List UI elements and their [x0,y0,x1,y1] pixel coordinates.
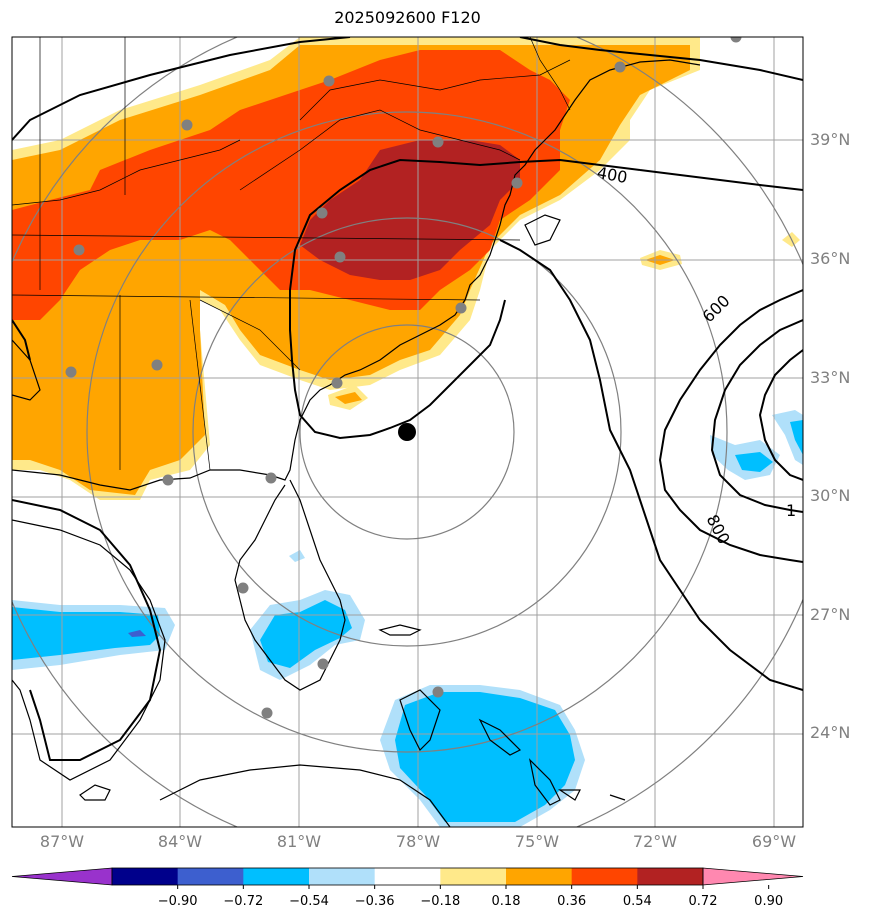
colorbar-segment [571,868,638,885]
station-marker [432,136,444,148]
contour-label-edge: 1 [786,501,796,520]
plot-title: 2025092600 F120 [334,8,481,27]
fill-small-orange-2 [335,392,362,404]
station-marker [455,302,467,314]
station-marker [511,177,523,189]
map-frame [11,36,804,828]
colorbar-tick-label: 0.72 [688,894,718,909]
fill-neg-0-36-bahamas [395,692,575,822]
lon-label-81w: 81°W [276,832,322,851]
negative-anomaly-shading [12,410,803,827]
lon-label-72w: 72°W [632,832,678,851]
lat-label-33n: 33°N [810,368,851,387]
lat-label-24n: 24°N [810,723,851,742]
colorbar-segment [637,868,704,885]
lat-label-27n: 27°N [810,605,851,624]
colorbar-tick-label: −0.90 [157,894,198,909]
colorbar-segment [243,868,310,885]
fill-neg-0-36-east [790,420,803,455]
colorbar-segment [440,868,507,885]
fill-0-72 [300,140,520,280]
station-marker [151,359,163,371]
lat-label-39n: 39°N [810,130,851,149]
state-borders [12,37,571,471]
station-marker [334,251,346,263]
lat-label-36n: 36°N [810,249,851,268]
station-marker [181,119,193,131]
colorbar-segment [112,868,179,885]
station-marker [237,582,249,594]
colorbar-segment [309,868,376,885]
height-contours [12,37,803,761]
positive-anomaly-shading [12,37,800,500]
fill-neg-0-36-florida [260,600,352,668]
lon-label-69w: 69°W [751,832,797,851]
fill-neg-0-36-atlantic [735,452,773,472]
colorbar [11,867,804,889]
colorbar-extend-high [702,867,804,886]
colorbar-tick-label: −0.54 [289,894,329,909]
colorbar-tick-label: −0.36 [354,894,395,909]
colorbar-segment [374,868,441,885]
colorbar-tick-label: −0.18 [420,894,461,909]
colorbar-tick-label: 0.36 [557,894,587,909]
station-marker [323,75,335,87]
colorbar-segment [506,868,573,885]
colorbar-tick-label: −0.72 [223,894,264,909]
graticule [12,37,803,827]
station-marker [162,474,174,486]
colorbar-segment [177,868,244,885]
station-marker [317,658,329,670]
colorbar-tick-label: 0.90 [754,894,784,909]
colorbar-frame [111,867,704,886]
colorbar-tick-label: 0.18 [491,894,521,909]
station-markers [65,37,742,719]
station-marker [65,366,77,378]
station-marker [432,686,444,698]
station-marker [316,207,328,219]
station-marker [614,61,626,73]
map-area: 400 600 800 1 [12,37,803,827]
storm-center-marker [398,423,416,441]
station-marker [265,472,277,484]
station-marker [261,707,273,719]
fill-neg-0-72-gulf [128,630,146,637]
lon-label-84w: 84°W [157,832,203,851]
colorbar-extend-low [11,867,113,886]
station-marker [331,377,343,389]
fill-neg-0-18-florida-small [289,550,305,562]
lon-label-75w: 75°W [514,832,560,851]
fill-neg-0-36-gulf [12,607,160,660]
range-rings [12,37,803,827]
lat-label-30n: 30°N [810,486,851,505]
lon-label-78w: 78°W [395,832,441,851]
lon-label-87w: 87°W [39,832,85,851]
colorbar-tick-label: 0.54 [622,894,652,909]
station-marker [73,244,85,256]
station-marker [730,37,742,43]
